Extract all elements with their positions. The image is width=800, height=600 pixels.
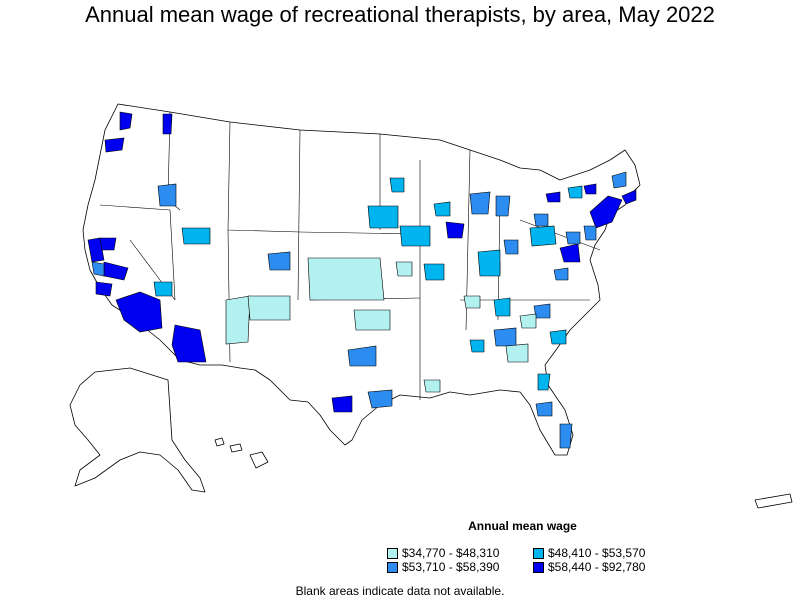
area-tennessee — [519, 313, 537, 329]
area-spokane — [162, 113, 173, 135]
hawaii-island-2 — [229, 443, 243, 453]
area-st-cloud — [389, 177, 405, 193]
area-iowa — [399, 225, 431, 247]
area-michigan — [433, 201, 451, 217]
area-riverside — [115, 291, 163, 333]
area-philly — [583, 225, 597, 241]
area-oklahoma — [353, 309, 391, 331]
legend-item-bin-3: $53,710 - $58,390 — [387, 560, 499, 574]
area-tampa — [535, 401, 553, 417]
area-virginia — [553, 267, 569, 281]
legend-swatch-bin-4 — [533, 561, 544, 573]
area-boise — [157, 183, 177, 207]
area-austin — [331, 395, 353, 413]
area-gulf — [423, 379, 441, 393]
area-charlotte — [533, 303, 551, 319]
legend-title: Annual mean wage — [468, 519, 577, 533]
area-nebraska — [395, 261, 413, 277]
area-denver — [267, 251, 291, 271]
puerto-rico-outline — [754, 493, 793, 509]
area-sacramento — [99, 237, 117, 251]
area-ohio — [477, 249, 501, 277]
area-georgia — [505, 343, 529, 363]
area-minneapolis — [367, 205, 399, 229]
area-sf-bay — [87, 237, 105, 263]
hawaii-island-1 — [214, 437, 225, 447]
area-detroit — [495, 195, 511, 217]
legend-label-bin-3: $53,710 - $58,390 — [402, 560, 500, 574]
area-albany — [567, 185, 583, 199]
area-dallas — [347, 345, 377, 367]
legend-swatch-bin-3 — [387, 561, 398, 573]
area-new-england — [611, 171, 627, 189]
footnote: Blank areas indicate data not available. — [295, 584, 505, 598]
legend-label-bin-4: $58,440 - $92,780 — [548, 560, 646, 574]
area-portland — [104, 137, 125, 153]
area-ny — [589, 195, 623, 229]
area-kansas-city — [423, 263, 445, 281]
area-syracuse — [583, 183, 597, 195]
legend-item-bin-2: $48,410 - $53,570 — [533, 546, 645, 560]
legend-label-bin-2: $48,410 - $53,570 — [548, 546, 646, 560]
area-atlanta — [493, 327, 517, 347]
area-los-angeles — [95, 281, 113, 297]
area-albuquerque — [247, 295, 291, 321]
legend-swatch-bin-1 — [387, 547, 398, 559]
area-california-coast — [91, 261, 105, 277]
area-pittsburgh — [533, 213, 549, 227]
area-seattle — [119, 111, 133, 131]
area-new-mexico — [225, 295, 251, 345]
legend-item-bin-1: $34,770 - $48,310 — [387, 546, 499, 560]
area-buffalo — [545, 191, 561, 203]
alaska-outline — [69, 367, 206, 493]
area-phoenix — [171, 324, 207, 363]
area-sc — [549, 329, 567, 345]
area-salt-lake — [181, 227, 211, 245]
area-baltimore — [565, 231, 581, 245]
area-nashville — [493, 297, 511, 317]
area-jacksonville — [537, 373, 551, 391]
area-alabama — [469, 339, 485, 353]
area-boston — [621, 189, 637, 205]
hawaii-island-3 — [249, 451, 269, 469]
area-kentucky — [463, 295, 481, 309]
area-houston — [367, 389, 393, 409]
legend-label-bin-1: $34,770 - $48,310 — [402, 546, 500, 560]
area-milwaukee — [469, 191, 491, 215]
legend-swatch-bin-2 — [533, 547, 544, 559]
map-title: Annual mean wage of recreational therapi… — [85, 2, 715, 27]
area-indianapolis — [503, 239, 519, 255]
area-chicago — [445, 221, 465, 239]
area-miami — [559, 423, 573, 449]
area-las-vegas — [153, 281, 173, 297]
area-columbus — [529, 225, 557, 247]
area-kansas — [307, 257, 385, 301]
area-dc — [559, 243, 581, 263]
legend-item-bin-4: $58,440 - $92,780 — [533, 560, 645, 574]
